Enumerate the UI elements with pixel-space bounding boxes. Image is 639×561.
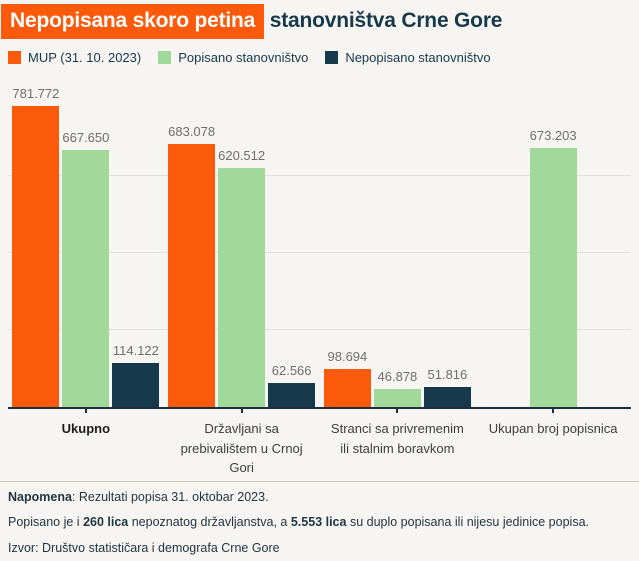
legend-swatch-icon [325,50,339,64]
axis-tick [396,407,399,413]
x-axis-label: Ukupan broj popisnica [488,421,618,436]
bar-groups: 781.772 667.650 114.122 683.078 620.512 62.56… [8,82,631,407]
bar-slot: 46.878 [373,82,421,407]
bar-slot: 620.512 [218,82,266,407]
bar-slot: 667.650 [62,82,110,407]
legend-swatch-icon [158,50,172,64]
footer-note: Napomena: Rezultati popisa 31. oktobar 2… [8,489,631,506]
bar [268,383,316,407]
legend-item: MUP (31. 10. 2023) [8,50,141,65]
gridline [8,329,631,330]
title-rest: stanovništva Crne Gore [264,9,503,32]
bar-value-label: 667.650 [62,130,110,145]
axis-tick [240,407,243,413]
footer-detail: Popisano je i 260 lica nepoznatog državl… [8,515,589,530]
plot-area: 781.772 667.650 114.122 683.078 620.512 62.56… [8,82,631,413]
bar-slot: 98.694 [323,82,371,407]
footer: Napomena: Rezultati popisa 31. oktobar 2… [8,482,631,558]
gridline [8,175,631,176]
footer-note-text: : Rezultati popisa 31. oktobar 2023. [71,489,269,504]
bar [323,369,371,407]
bar-value-label: 781.772 [12,86,60,101]
bar [112,363,160,407]
bar-slot: 62.566 [268,82,316,407]
legend-item: Popisano stanovništvo [158,50,308,65]
bar-value-label: 620.512 [218,148,266,163]
bar [62,150,110,407]
bar [168,144,216,407]
axis-tick [84,407,87,413]
page-title: Nepopisana skoro petina stanovništva Crn… [1,4,631,39]
legend-item: Nepopisano stanovništvo [325,49,491,65]
x-axis-label: Državljani sa prebivalištem u Crnoj Gori [180,421,303,475]
bar-slot [580,82,627,407]
bar [12,106,60,407]
bar-value-label: 62.566 [271,363,312,378]
bar-value-label: 51.816 [427,367,468,382]
legend-label: MUP (31. 10. 2023) [28,49,142,65]
bar-slot: 51.816 [423,82,471,407]
legend-swatch-icon [8,50,21,64]
title-highlight: Nepopisana skoro petina [1,4,265,39]
bar-slot: 683.078 [168,82,216,407]
bar-group: 673.203 [475,82,631,407]
bar [423,387,471,407]
x-axis-label: Ukupno [61,421,111,436]
bar-slot: 114.122 [112,82,160,407]
bar-group: 98.694 46.878 51.816 [320,82,476,407]
bar-slot: 673.203 [529,82,577,407]
bar-value-label: 98.694 [327,349,368,364]
bar-group: 683.078 620.512 62.566 [164,82,320,407]
footer-note-label: Napomena [8,489,72,504]
bar [529,148,577,407]
bar-chart: 781.772 667.650 114.122 683.078 620.512 62.56… [8,82,631,478]
legend-label: Nepopisano stanovništvo [345,49,491,65]
bar-slot [480,82,527,407]
footer-divider [0,480,639,482]
bar-value-label: 683.078 [168,124,216,139]
chart-legend: MUP (31. 10. 2023) Popisano stanovništvo N… [8,49,631,65]
bar-value-label: 114.122 [112,343,159,358]
footer-source: Izvor: Društvo statističara i demografa … [8,541,280,556]
bar [373,389,421,407]
bar-slot: 781.772 [12,82,60,407]
gridline [8,252,631,253]
bar [218,168,266,407]
bar-group: 781.772 667.650 114.122 [8,82,164,407]
bar-value-label: 673.203 [529,128,577,143]
axis-tick [552,407,555,413]
legend-label: Popisano stanovništvo [178,49,309,65]
x-axis-labels: Ukupno Državljani sa prebivalištem u Crno… [8,409,631,478]
bar-value-label: 46.878 [377,369,418,384]
x-axis-label: Stranci sa privremenim ili stalnim borav… [330,421,464,456]
infographic: Nepopisana skoro petina stanovništva Crn… [0,4,639,558]
